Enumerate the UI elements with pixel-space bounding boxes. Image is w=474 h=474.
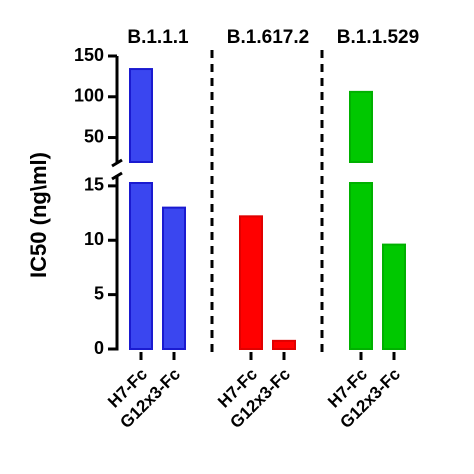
group-label: B.1.1.1: [127, 27, 189, 48]
bar: [382, 243, 406, 351]
bar-upper: [129, 68, 153, 163]
axis-break: [111, 158, 123, 168]
bar: [129, 182, 153, 350]
bar: [239, 215, 263, 350]
axis-break: [111, 171, 123, 181]
group-label: B.1.1.529: [337, 27, 419, 48]
y-tick-label: 10: [84, 229, 104, 249]
y-tick-label: 150: [74, 45, 104, 65]
y-tick-label: 100: [74, 86, 104, 106]
y-tick-label: 0: [94, 338, 104, 358]
bar: [162, 206, 186, 350]
group-label: B.1.617.2: [227, 27, 309, 48]
y-tick-label: 50: [84, 126, 104, 146]
y-axis-title: IC50 (ng\ml): [26, 152, 51, 278]
bar-upper: [349, 90, 373, 163]
bar: [272, 339, 296, 350]
y-tick-label: 5: [94, 283, 104, 303]
bar: [349, 182, 373, 350]
y-tick-label: 15: [84, 175, 104, 195]
